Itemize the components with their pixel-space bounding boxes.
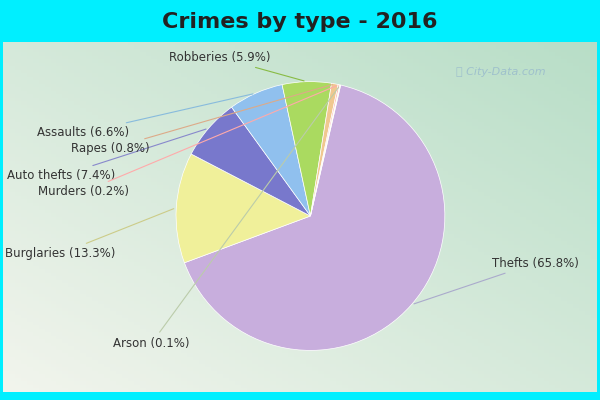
Wedge shape bbox=[191, 107, 310, 216]
Text: Rapes (0.8%): Rapes (0.8%) bbox=[71, 85, 332, 155]
Text: Robberies (5.9%): Robberies (5.9%) bbox=[169, 51, 304, 81]
Text: Thefts (65.8%): Thefts (65.8%) bbox=[414, 256, 579, 304]
Wedge shape bbox=[310, 85, 341, 216]
Text: Murders (0.2%): Murders (0.2%) bbox=[38, 86, 337, 198]
Text: Assaults (6.6%): Assaults (6.6%) bbox=[37, 94, 253, 139]
Wedge shape bbox=[232, 85, 310, 216]
Text: Crimes by type - 2016: Crimes by type - 2016 bbox=[162, 12, 438, 32]
Text: Arson (0.1%): Arson (0.1%) bbox=[113, 87, 338, 350]
Wedge shape bbox=[176, 154, 310, 263]
Text: Burglaries (13.3%): Burglaries (13.3%) bbox=[5, 209, 174, 260]
Text: Auto thefts (7.4%): Auto thefts (7.4%) bbox=[7, 129, 206, 182]
Wedge shape bbox=[310, 83, 338, 216]
Wedge shape bbox=[184, 85, 445, 350]
Text: ⓘ City-Data.com: ⓘ City-Data.com bbox=[456, 67, 545, 77]
Wedge shape bbox=[310, 84, 340, 216]
Wedge shape bbox=[282, 82, 332, 216]
